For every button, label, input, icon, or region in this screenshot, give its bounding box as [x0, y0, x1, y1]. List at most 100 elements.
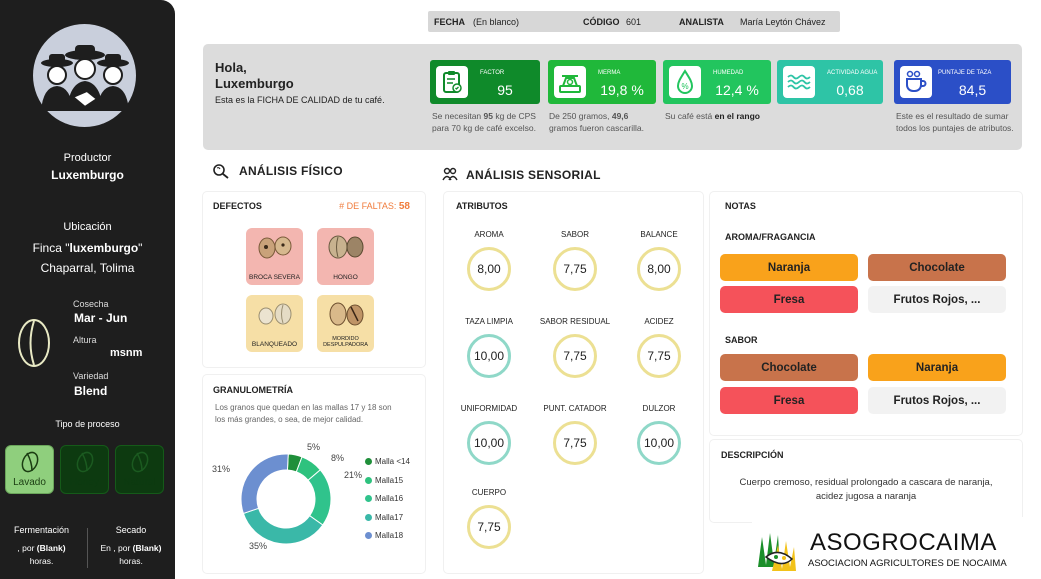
banner-subtitle: Esta es la FICHA DE CALIDAD de tu café. — [215, 95, 385, 105]
ubicacion-label: Ubicación — [63, 221, 112, 233]
legend-item: Malla15 — [365, 476, 403, 485]
process-label: Natural — [123, 477, 156, 488]
attribute-score: 10,00 — [467, 421, 511, 465]
legend-label: Malla18 — [375, 531, 404, 540]
fermentacion-label: Fermentación — [13, 525, 70, 535]
legend-item: Malla16 — [365, 494, 403, 503]
donut-slice — [240, 453, 289, 515]
defect-hongo: HONGO — [317, 228, 374, 285]
altura-value: msnm — [110, 347, 143, 359]
coffee-bean-icon — [258, 303, 292, 325]
attribute-score: 8,00 — [467, 247, 511, 291]
legend-label: Malla17 — [375, 512, 404, 522]
attribute-score: 7,75 — [467, 505, 511, 549]
droplet-icon: % — [669, 66, 701, 98]
sabor-label: SABOR — [725, 335, 758, 345]
slice-label: 8% — [331, 453, 344, 463]
secado-value: En , por (Blank) horas. — [100, 543, 162, 566]
legend-label: Malla <14 — [375, 457, 410, 466]
attribute-label: TAZA LIMPIA — [465, 317, 513, 326]
atributos-card: ATRIBUTOS AROMA 8,00 SABOR 7,75 BALANCE 8,00 T… — [444, 192, 703, 573]
process-natural-button[interactable]: Natural — [115, 445, 164, 494]
defect-mordido-despulpadora: MORDIDO DESPULPADORA — [317, 295, 374, 352]
kpi-label: ACTIVIDAD AGUA — [827, 70, 878, 76]
faltas-count: # DE FALTAS: 58 — [339, 201, 410, 212]
legend-swatch — [365, 476, 372, 484]
legend-label: Malla16 — [375, 494, 404, 503]
kpi-value: 0,68 — [836, 82, 864, 98]
note-pill: Chocolate — [720, 354, 858, 381]
greeting: Hola, — [215, 60, 247, 75]
analista-value: María Leytón Chávez — [740, 16, 826, 27]
defectos-card: DEFECTOS # DE FALTAS: 58 BROCA SEVERA HO… — [203, 192, 425, 367]
waves-icon — [783, 66, 815, 98]
process-label: Honey — [70, 477, 99, 488]
note-pill: Fresa — [720, 387, 858, 414]
aroma-fragancia-label: AROMA/FRAGANCIA — [725, 232, 816, 242]
process-honey-button[interactable]: Honey — [60, 445, 109, 494]
summary-banner: Hola, Luxemburgo Esta es la FICHA DE CAL… — [203, 44, 1022, 150]
defect-blanqueado: BLANQUEADO — [246, 295, 303, 352]
clipboard-icon — [436, 66, 468, 98]
fecha-label: FECHA — [434, 16, 465, 27]
kpi-value: 84,5 — [958, 82, 987, 98]
kpi-puntaje-taza: PUNTAJE DE TAZA 84,5 — [894, 60, 1011, 104]
cup-icon — [900, 66, 932, 98]
legend-item: Malla18 — [365, 531, 403, 540]
note-pill: Frutos Rojos, ... — [868, 387, 1006, 414]
defect-broca-severa: BROCA SEVERA — [246, 228, 303, 285]
attribute-score: 7,75 — [553, 247, 597, 291]
finca-name: Finca "luxemburgo" — [32, 241, 143, 255]
codigo-label: CÓDIGO — [583, 16, 620, 27]
logo-name: ASOGROCAIMA — [810, 529, 997, 556]
attribute-score: 8,00 — [637, 247, 681, 291]
codigo-value: 601 — [626, 16, 642, 27]
factor-note: Se necesitan 95 kg de CPS para 70 kg de c… — [432, 111, 536, 133]
coffee-bean-icon — [18, 319, 50, 367]
note-pill: Frutos Rojos, ... — [868, 286, 1006, 313]
logo-subtitle: ASOCIACION AGRICULTORES DE NOCAIMA — [808, 558, 1007, 569]
coffee-bean-icon — [258, 236, 292, 259]
note-pill: Fresa — [720, 286, 858, 313]
cosecha-label: Cosecha — [73, 299, 109, 309]
hands-logo-icon — [758, 533, 796, 571]
attribute-label: PUNT. CATADOR — [543, 404, 607, 413]
altura-label: Altura — [73, 335, 97, 345]
people-icon — [442, 167, 458, 181]
note-pill: Chocolate — [868, 254, 1006, 281]
notas-card: NOTAS AROMA/FRAGANCIA Naranja Chocolate … — [710, 192, 1022, 435]
merma-note: De 250 gramos, 49,6 gramos fueron cascari… — [549, 111, 644, 133]
greeting-name: Luxemburgo — [215, 76, 294, 91]
kpi-value: 19,8 % — [600, 82, 644, 98]
coffee-bean-icon — [329, 302, 364, 326]
attribute-label: ACIDEZ — [644, 317, 674, 326]
secado-label: Secado — [115, 525, 147, 535]
kpi-factor: FACTOR 95 — [430, 60, 540, 104]
legend-swatch — [365, 458, 372, 465]
fermentacion-value: , por (Blank) horas. — [17, 543, 66, 566]
scale-icon — [554, 66, 586, 98]
atributos-label: ATRIBUTOS — [456, 201, 508, 211]
defectos-label: DEFECTOS — [213, 201, 262, 211]
productor-name: Luxemburgo — [51, 168, 124, 182]
kpi-label: MERMA — [598, 70, 621, 76]
kpi-merma: MERMA 19,8 % — [548, 60, 656, 104]
granulometria-card: GRANULOMETRÍA Los granos que quedan en l… — [203, 375, 425, 573]
asogrocaima-logo: ASOGROCAIMA ASOCIACION AGRICULTORES DE N… — [752, 517, 1030, 577]
humedad-note: Su café está en el rango — [665, 111, 760, 121]
coffee-bean-icon — [328, 235, 364, 259]
slice-label: 31% — [212, 464, 230, 474]
attribute-label: DULZOR — [642, 404, 676, 413]
analisis-sensorial-title: ANÁLISIS SENSORIAL — [466, 168, 601, 182]
kpi-value: 12,4 % — [715, 82, 759, 98]
attribute-label: BALANCE — [640, 230, 678, 239]
legend-label: Malla15 — [375, 475, 404, 485]
kpi-value: 95 — [497, 82, 513, 98]
variedad-value: Blend — [74, 384, 108, 398]
legend-item: Malla17 — [365, 513, 403, 522]
kpi-humedad: % HUMEDAD 12,4 % — [663, 60, 771, 104]
process-lavado-button[interactable]: Lavado — [5, 445, 54, 494]
slice-label: 5% — [307, 442, 320, 452]
magnifier-icon — [213, 164, 229, 179]
attribute-score: 7,75 — [553, 334, 597, 378]
